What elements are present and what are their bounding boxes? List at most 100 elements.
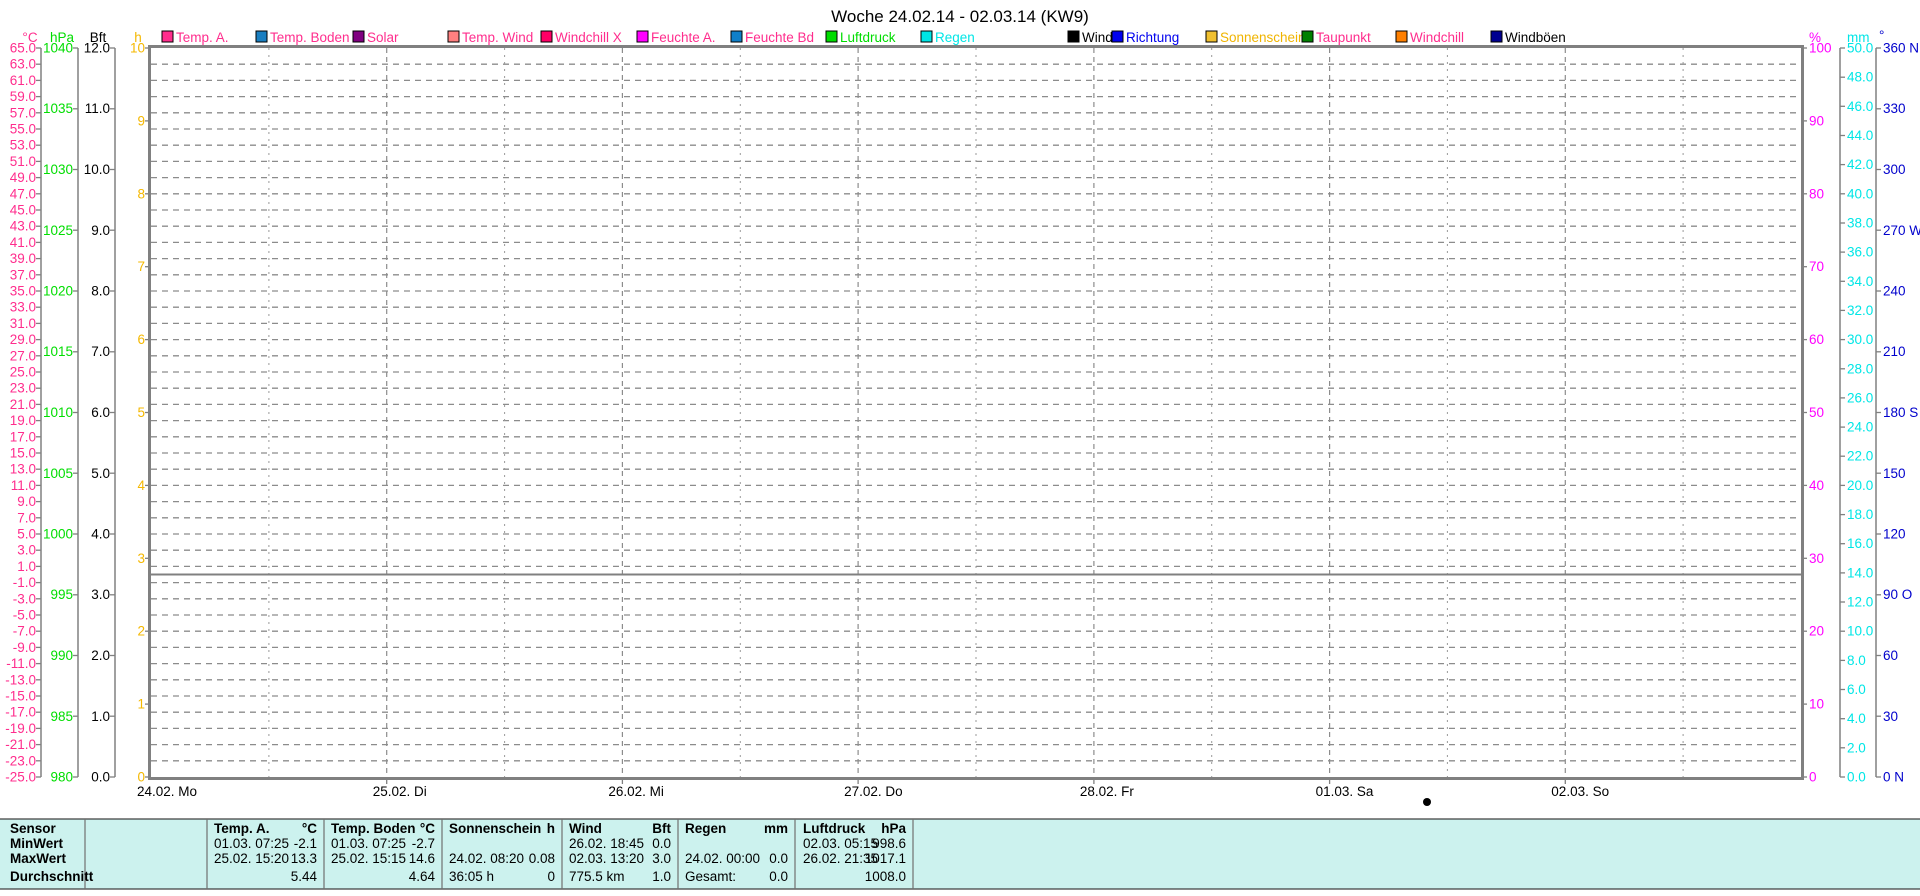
svg-text:0: 0	[1809, 770, 1817, 785]
svg-text:Gesamt:: Gesamt:	[685, 869, 736, 884]
svg-text:02.03. 05:15: 02.03. 05:15	[803, 836, 878, 851]
svg-text:-2.1: -2.1	[294, 836, 317, 851]
svg-text:30: 30	[1883, 709, 1898, 724]
svg-text:-13.0: -13.0	[5, 672, 36, 687]
svg-text:2.0: 2.0	[1847, 740, 1866, 755]
svg-text:995: 995	[50, 587, 73, 602]
svg-text:26.02. 18:45: 26.02. 18:45	[569, 836, 644, 851]
svg-text:-19.0: -19.0	[5, 721, 36, 736]
svg-text:40.0: 40.0	[1847, 186, 1873, 201]
svg-text:50: 50	[1809, 405, 1824, 420]
svg-text:Feuchte Bd: Feuchte Bd	[745, 30, 814, 45]
svg-text:Temp. Boden: Temp. Boden	[331, 821, 416, 836]
svg-text:44.0: 44.0	[1847, 128, 1873, 143]
svg-text:1005: 1005	[43, 466, 73, 481]
svg-text:11.0: 11.0	[11, 478, 36, 493]
svg-text:11.0: 11.0	[85, 101, 110, 116]
svg-text:1025: 1025	[43, 223, 73, 238]
svg-text:26.02. 21:35: 26.02. 21:35	[803, 851, 878, 866]
svg-text:Regen: Regen	[685, 821, 726, 836]
svg-text:30.0: 30.0	[1847, 332, 1873, 347]
svg-text:Taupunkt: Taupunkt	[1316, 30, 1371, 45]
svg-text:7.0: 7.0	[91, 344, 110, 359]
svg-text:-1.0: -1.0	[13, 575, 36, 590]
svg-text:0: 0	[137, 770, 145, 785]
svg-text:32.0: 32.0	[1847, 303, 1873, 318]
svg-text:1017.1: 1017.1	[865, 851, 906, 866]
svg-text:13.3: 13.3	[291, 851, 317, 866]
svg-text:Sensor: Sensor	[10, 821, 57, 836]
svg-text:24.02. 00:00: 24.02. 00:00	[685, 851, 760, 866]
svg-text:48.0: 48.0	[1847, 70, 1873, 85]
svg-text:210: 210	[1883, 344, 1906, 359]
svg-text:12.0: 12.0	[1847, 595, 1873, 610]
svg-text:20: 20	[1809, 624, 1824, 639]
svg-text:28.0: 28.0	[1847, 361, 1873, 376]
svg-text:-5.0: -5.0	[13, 608, 36, 623]
svg-text:180 S: 180 S	[1883, 405, 1918, 420]
svg-text:Wind: Wind	[1082, 30, 1113, 45]
svg-text:43.0: 43.0	[10, 219, 36, 234]
svg-text:14.0: 14.0	[1847, 565, 1873, 580]
svg-text:-2.7: -2.7	[412, 836, 435, 851]
svg-text:27.02. Do: 27.02. Do	[844, 784, 903, 799]
svg-text:13.0: 13.0	[10, 462, 36, 477]
svg-text:-17.0: -17.0	[5, 705, 36, 720]
svg-text:MaxWert: MaxWert	[10, 851, 67, 866]
svg-text:63.0: 63.0	[10, 57, 36, 72]
svg-text:4.0: 4.0	[91, 527, 110, 542]
svg-text:°C: °C	[420, 821, 435, 836]
svg-text:1.0: 1.0	[91, 709, 110, 724]
svg-text:65.0: 65.0	[10, 41, 36, 56]
svg-text:1040: 1040	[43, 41, 73, 56]
svg-text:Bft: Bft	[90, 30, 107, 45]
svg-text:36:05 h: 36:05 h	[449, 869, 494, 884]
svg-text:1.0: 1.0	[652, 869, 671, 884]
svg-text:5.0: 5.0	[17, 527, 36, 542]
svg-text:46.0: 46.0	[1847, 99, 1873, 114]
svg-text:12.0: 12.0	[84, 41, 110, 56]
svg-text:1015: 1015	[43, 344, 73, 359]
svg-text:38.0: 38.0	[1847, 216, 1873, 231]
svg-text:28.02. Fr: 28.02. Fr	[1080, 784, 1135, 799]
svg-text:51.0: 51.0	[10, 154, 36, 169]
svg-text:-9.0: -9.0	[13, 640, 36, 655]
svg-text:-23.0: -23.0	[5, 753, 36, 768]
svg-text:0 N: 0 N	[1883, 770, 1904, 785]
svg-text:775.5 km: 775.5 km	[569, 869, 625, 884]
svg-text:01.03. 07:25: 01.03. 07:25	[331, 836, 406, 851]
svg-text:360 N: 360 N	[1883, 41, 1919, 56]
svg-text:-15.0: -15.0	[5, 689, 36, 704]
svg-text:Sonnenschein: Sonnenschein	[1220, 30, 1306, 45]
svg-text:Temp. A.: Temp. A.	[176, 30, 229, 45]
svg-text:02.03. So: 02.03. So	[1551, 784, 1609, 799]
svg-text:34.0: 34.0	[1847, 274, 1873, 289]
svg-text:1.0: 1.0	[17, 559, 36, 574]
svg-text:0.0: 0.0	[652, 836, 671, 851]
svg-text:42.0: 42.0	[1847, 157, 1873, 172]
svg-text:hPa: hPa	[881, 821, 906, 836]
svg-text:59.0: 59.0	[10, 89, 36, 104]
svg-text:5: 5	[137, 405, 145, 420]
svg-text:25.02. 15:15: 25.02. 15:15	[331, 851, 406, 866]
svg-text:Windböen: Windböen	[1505, 30, 1566, 45]
svg-text:10: 10	[130, 41, 145, 56]
svg-text:30: 30	[1809, 551, 1824, 566]
svg-text:-7.0: -7.0	[13, 624, 36, 639]
svg-text:24.02. 08:20: 24.02. 08:20	[449, 851, 524, 866]
svg-text:Temp. A.: Temp. A.	[214, 821, 270, 836]
svg-text:Luftdruck: Luftdruck	[803, 821, 866, 836]
svg-text:15.0: 15.0	[10, 446, 36, 461]
svg-text:9: 9	[137, 113, 145, 128]
svg-text:Durchschnitt: Durchschnitt	[10, 869, 94, 884]
svg-text:MinWert: MinWert	[10, 836, 64, 851]
svg-text:150: 150	[1883, 466, 1906, 481]
svg-text:14.6: 14.6	[409, 851, 435, 866]
svg-text:0.08: 0.08	[529, 851, 555, 866]
svg-text:22.0: 22.0	[1847, 449, 1873, 464]
svg-text:Luftdruck: Luftdruck	[840, 30, 896, 45]
svg-text:0: 0	[547, 869, 555, 884]
svg-text:10.0: 10.0	[84, 162, 110, 177]
svg-text:10: 10	[1809, 697, 1824, 712]
svg-text:3.0: 3.0	[652, 851, 671, 866]
